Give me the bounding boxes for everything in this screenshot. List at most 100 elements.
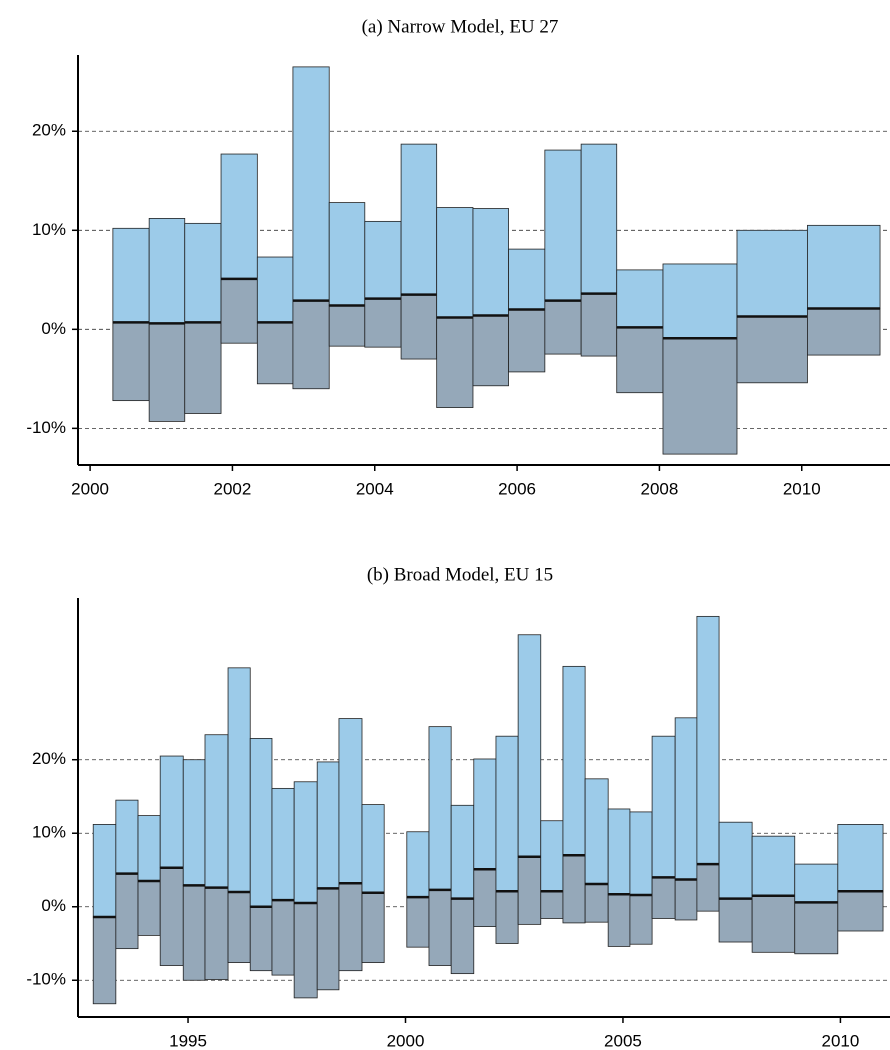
lower-bar xyxy=(115,873,139,950)
lower-bar xyxy=(517,856,542,925)
upper-bar xyxy=(629,811,653,896)
x-tick-label: 2005 xyxy=(604,1031,642,1050)
y-tick-label: 10% xyxy=(32,220,66,239)
upper-bar xyxy=(204,734,229,889)
upper-bar xyxy=(544,149,582,302)
upper-bar xyxy=(256,256,294,323)
lower-bar xyxy=(256,321,294,385)
lower-bar xyxy=(316,887,340,991)
upper-bar xyxy=(540,820,564,892)
lower-bar xyxy=(361,892,385,964)
lower-bar xyxy=(92,916,117,1005)
upper-bar xyxy=(473,758,497,870)
upper-bar xyxy=(616,269,664,328)
upper-bar xyxy=(112,227,150,323)
upper-bar xyxy=(182,759,206,886)
lower-bar xyxy=(400,294,438,360)
lower-bar xyxy=(182,885,206,981)
y-tick-label: -10% xyxy=(26,970,66,989)
upper-bar xyxy=(227,667,251,893)
y-tick-label: 0% xyxy=(41,896,66,915)
lower-bar xyxy=(450,898,475,975)
upper-bar xyxy=(115,799,139,875)
lower-bar xyxy=(736,316,808,384)
x-tick-label: 2006 xyxy=(498,479,536,498)
lower-bar xyxy=(227,891,251,964)
upper-bar xyxy=(837,824,884,892)
lower-bar xyxy=(495,890,519,944)
upper-bar xyxy=(364,220,402,300)
upper-bar xyxy=(271,787,295,901)
lower-bar xyxy=(562,854,586,924)
upper-bar xyxy=(328,202,366,306)
x-tick-label: 2002 xyxy=(214,479,252,498)
upper-bar xyxy=(361,804,385,894)
upper-bar xyxy=(92,824,117,918)
lower-bar xyxy=(629,894,653,945)
lower-bar xyxy=(220,278,258,344)
y-tick-label: -10% xyxy=(26,418,66,437)
lower-bar xyxy=(184,321,222,414)
lower-bar xyxy=(837,890,884,932)
upper-bar xyxy=(674,717,698,880)
lower-bar xyxy=(271,899,295,976)
panel-title: (a) Narrow Model, EU 27 xyxy=(362,16,559,37)
lower-bar xyxy=(794,901,839,955)
upper-bar xyxy=(400,143,438,296)
lower-bar xyxy=(751,895,796,953)
upper-bar xyxy=(249,738,273,908)
x-tick-label: 2000 xyxy=(387,1031,425,1050)
y-tick-label: 10% xyxy=(32,823,66,842)
lower-bar xyxy=(406,896,430,948)
upper-bar xyxy=(184,222,222,323)
lower-bar xyxy=(584,883,609,923)
lower-bar xyxy=(204,887,229,980)
lower-bar xyxy=(696,863,720,912)
x-tick-label: 2010 xyxy=(822,1031,860,1050)
lower-bar xyxy=(159,867,184,966)
upper-bar xyxy=(584,778,609,885)
upper-bar xyxy=(562,665,586,856)
lower-bar xyxy=(338,882,363,972)
upper-bar xyxy=(495,735,519,892)
lower-bar xyxy=(428,889,452,966)
upper-bar xyxy=(338,718,363,884)
lower-bar xyxy=(544,300,582,355)
lower-bar xyxy=(364,298,402,348)
upper-bar xyxy=(580,143,618,295)
upper-bar xyxy=(450,804,475,900)
x-tick-label: 2004 xyxy=(356,479,394,498)
x-tick-label: 2010 xyxy=(783,479,821,498)
upper-bar xyxy=(736,229,808,317)
upper-bar xyxy=(696,615,720,865)
lower-bar xyxy=(807,308,881,356)
lower-bar xyxy=(674,879,698,921)
upper-bar xyxy=(316,761,340,889)
upper-bar xyxy=(159,755,184,869)
lower-bar xyxy=(662,337,738,455)
upper-bar xyxy=(794,863,839,903)
upper-bar xyxy=(148,218,186,324)
lower-bar xyxy=(472,315,509,387)
lower-bar xyxy=(249,906,273,972)
y-tick-label: 20% xyxy=(32,749,66,768)
lower-bar xyxy=(616,326,664,394)
upper-bar xyxy=(508,248,546,310)
upper-bar xyxy=(751,835,796,897)
upper-bar xyxy=(472,208,509,316)
upper-bar xyxy=(220,153,258,280)
upper-bar xyxy=(293,781,318,904)
lower-bar xyxy=(112,321,150,402)
upper-bar xyxy=(718,821,753,900)
lower-bar xyxy=(328,305,366,347)
upper-bar xyxy=(807,224,881,309)
x-tick-label: 1995 xyxy=(169,1031,207,1050)
lower-bar xyxy=(718,898,753,943)
lower-bar xyxy=(293,902,318,999)
lower-bar xyxy=(651,876,676,919)
upper-bar xyxy=(517,634,542,858)
panel-title: (b) Broad Model, EU 15 xyxy=(367,564,553,585)
lower-bar xyxy=(436,317,474,408)
upper-bar xyxy=(651,735,676,878)
lower-bar xyxy=(580,293,618,357)
